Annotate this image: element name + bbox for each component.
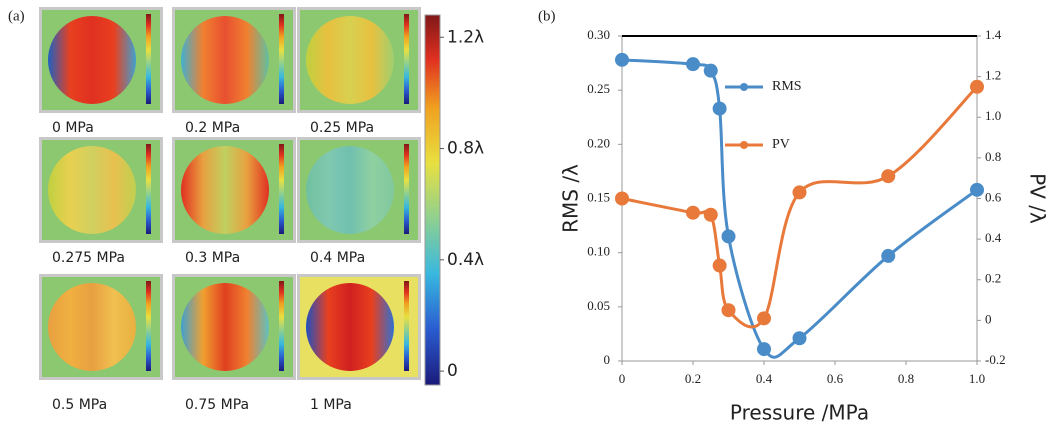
strain-map: [48, 146, 136, 234]
x-tick-label: 0.2: [685, 371, 701, 386]
y2-tick-label: 0.6: [985, 189, 1002, 204]
image-label: 0.75 MPa: [185, 397, 249, 413]
image-label: 0.275 MPa: [52, 250, 125, 266]
data-point: [792, 185, 807, 200]
strain-map: [181, 16, 269, 104]
data-point: [757, 311, 771, 326]
y-tick-label: 0.10: [587, 244, 610, 259]
strain-map: [306, 16, 394, 104]
data-point: [703, 207, 718, 222]
y2-tick-label: 1.4: [985, 27, 1002, 42]
image-label: 1 MPa: [310, 397, 352, 413]
mini-colorbar: [279, 281, 284, 371]
x-tick-label: 0.4: [756, 371, 773, 386]
data-point: [686, 57, 700, 72]
y-tick-label: 0.25: [587, 81, 610, 96]
panel-label: (a): [8, 8, 25, 24]
data-point: [686, 205, 700, 220]
y2-tick-label: 1.2: [985, 68, 1001, 83]
y-tick-label: 0.15: [587, 189, 610, 204]
colorbar-tick-label: 0: [447, 361, 458, 381]
y-tick-label: 0.20: [587, 135, 610, 150]
y-tick-label: 0.30: [587, 27, 610, 42]
legend-marker: [740, 141, 748, 149]
colorbar: [424, 14, 441, 386]
strain-map: [48, 16, 136, 104]
strain-map: [48, 283, 136, 371]
y-tick-label: 0: [604, 352, 611, 367]
y2-tick-label: 0.8: [985, 149, 1001, 164]
colorbar-tick-label: 0.8λ: [447, 139, 484, 159]
image-label: 0.5 MPa: [52, 397, 107, 413]
legend-label: PV: [772, 137, 790, 152]
image-label: 0 MPa: [52, 120, 94, 136]
data-point: [721, 229, 736, 244]
y-tick-label: 0.05: [587, 298, 610, 313]
y2-tick-label: 0.2: [985, 271, 1001, 286]
colorbar-tick-label: 1.2λ: [447, 27, 484, 47]
y2-axis-label: PV /λ: [1026, 173, 1050, 224]
data-point: [970, 79, 984, 94]
image-label: 0.4 MPa: [310, 250, 365, 266]
mini-colorbar: [404, 281, 409, 371]
data-point: [757, 342, 771, 357]
data-point: [615, 191, 629, 206]
image-label: 0.2 MPa: [185, 120, 240, 136]
y2-tick-label: -0.2: [985, 352, 1006, 367]
mini-colorbar: [279, 144, 284, 234]
x-tick-label: 0: [619, 371, 626, 386]
mini-colorbar: [404, 144, 409, 234]
image-label: 0.25 MPa: [310, 120, 374, 136]
legend-label: RMS: [772, 79, 802, 94]
data-point: [970, 182, 984, 197]
data-point: [721, 303, 736, 318]
image-label: 0.3 MPa: [185, 250, 240, 266]
strain-map: [306, 146, 394, 234]
x-tick-label: 1.0: [969, 371, 985, 386]
data-point: [703, 63, 718, 78]
mini-colorbar: [146, 144, 151, 234]
y2-tick-label: 1.0: [985, 108, 1001, 123]
x-tick-label: 0.8: [898, 371, 914, 386]
mini-colorbar: [146, 281, 151, 371]
data-point: [881, 169, 896, 184]
mini-colorbar: [146, 14, 151, 104]
colorbar-tick-label: 0.4λ: [447, 250, 484, 270]
data-point: [615, 52, 629, 67]
strain-map: [181, 283, 269, 371]
strain-map: [181, 146, 269, 234]
mini-colorbar: [279, 14, 284, 104]
y2-tick-label: 0.4: [985, 230, 1002, 245]
mini-colorbar: [404, 14, 409, 104]
panel-label: (b): [538, 8, 556, 24]
series-line: [621, 85, 979, 329]
data-point: [712, 101, 727, 116]
data-point: [881, 248, 896, 263]
y2-tick-label: 0: [985, 311, 992, 326]
data-point: [792, 331, 807, 346]
y-axis-label: RMS /λ: [559, 164, 583, 233]
series-line: [621, 58, 978, 359]
x-axis-label: Pressure /MPa: [730, 401, 869, 425]
data-point: [712, 258, 727, 273]
strain-map: [306, 283, 394, 371]
x-tick-label: 0.6: [827, 371, 844, 386]
legend-marker: [740, 83, 748, 91]
